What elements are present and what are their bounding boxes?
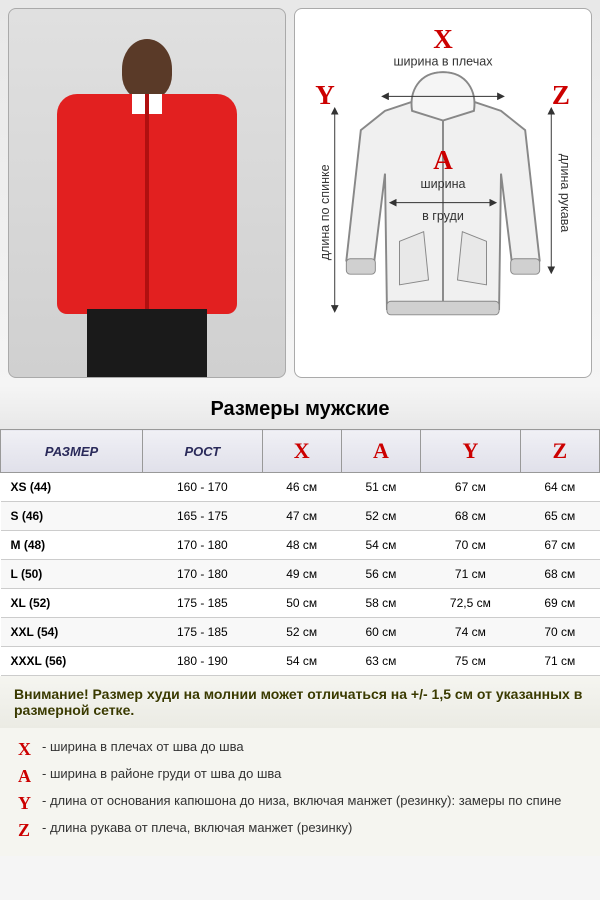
cell-size: XL (52): [1, 589, 143, 618]
cell-height: 175 - 185: [143, 589, 263, 618]
legend: X - ширина в плечах от шва до шва A - ширин…: [0, 728, 600, 856]
hem: [387, 301, 499, 315]
diagram-svg: X ширина в плечах A ширина в груди Y дли…: [305, 19, 581, 367]
cell-height: 170 - 180: [143, 531, 263, 560]
z-label: длина рукава: [558, 154, 572, 232]
legend-row: X - ширина в плечах от шва до шва: [18, 736, 582, 763]
cell-z: 71 см: [520, 647, 599, 676]
section-title: Размеры мужские: [0, 386, 600, 429]
cell-x: 52 см: [262, 618, 341, 647]
warning-text: Внимание! Размер худи на молнии может от…: [0, 676, 600, 728]
cell-y: 70 см: [421, 531, 521, 560]
legend-text: - длина от основания капюшона до низа, в…: [42, 793, 582, 810]
cell-y: 74 см: [421, 618, 521, 647]
x-letter: X: [433, 24, 453, 54]
table-row: S (46)165 - 17547 см52 см68 см65 см: [1, 502, 600, 531]
y-letter: Y: [315, 80, 335, 110]
cell-a: 60 см: [341, 618, 420, 647]
cell-y: 71 см: [421, 560, 521, 589]
cell-y: 72,5 см: [421, 589, 521, 618]
y-label: длина по спинке: [318, 164, 332, 260]
cell-z: 67 см: [520, 531, 599, 560]
cell-size: XXXL (56): [1, 647, 143, 676]
cell-x: 48 см: [262, 531, 341, 560]
cell-size: S (46): [1, 502, 143, 531]
cell-height: 165 - 175: [143, 502, 263, 531]
cell-z: 69 см: [520, 589, 599, 618]
cell-a: 56 см: [341, 560, 420, 589]
cell-x: 54 см: [262, 647, 341, 676]
a-letter: A: [433, 145, 453, 175]
cell-height: 175 - 185: [143, 618, 263, 647]
cell-size: L (50): [1, 560, 143, 589]
cell-y: 67 см: [421, 473, 521, 502]
model-head: [122, 39, 172, 99]
table-row: XS (44)160 - 17046 см51 см67 см64 см: [1, 473, 600, 502]
legend-text: - ширина в районе груди от шва до шва: [42, 766, 582, 783]
table-header-row: РАЗМЕР РОСТ X A Y Z: [1, 430, 600, 473]
model-zipper: [145, 94, 149, 314]
right-cuff: [511, 259, 540, 274]
th-a: A: [341, 430, 420, 473]
cell-a: 52 см: [341, 502, 420, 531]
cell-x: 49 см: [262, 560, 341, 589]
cell-z: 64 см: [520, 473, 599, 502]
product-photo: [8, 8, 286, 378]
th-z: Z: [520, 430, 599, 473]
cell-a: 63 см: [341, 647, 420, 676]
cell-x: 47 см: [262, 502, 341, 531]
left-cuff: [346, 259, 375, 274]
table-row: M (48)170 - 18048 см54 см70 см67 см: [1, 531, 600, 560]
legend-text: - ширина в плечах от шва до шва: [42, 739, 582, 756]
legend-row: A - ширина в районе груди от шва до шва: [18, 763, 582, 790]
top-image-row: X ширина в плечах A ширина в груди Y дли…: [0, 0, 600, 386]
x-label: ширина в плечах: [393, 54, 493, 68]
left-pocket: [400, 232, 429, 285]
cell-size: XXL (54): [1, 618, 143, 647]
cell-z: 65 см: [520, 502, 599, 531]
cell-size: M (48): [1, 531, 143, 560]
cell-y: 68 см: [421, 502, 521, 531]
legend-text: - длина рукава от плеча, включая манжет …: [42, 820, 582, 837]
th-height: РОСТ: [143, 430, 263, 473]
right-pocket: [458, 232, 487, 285]
cell-x: 50 см: [262, 589, 341, 618]
cell-size: XS (44): [1, 473, 143, 502]
th-size: РАЗМЕР: [1, 430, 143, 473]
cell-z: 70 см: [520, 618, 599, 647]
z-letter: Z: [552, 80, 570, 110]
size-table: РАЗМЕР РОСТ X A Y Z XS (44)160 - 17046 с…: [0, 429, 600, 676]
table-row: XXL (54)175 - 18552 см60 см74 см70 см: [1, 618, 600, 647]
legend-letter: Z: [18, 820, 36, 841]
legend-row: Y - длина от основания капюшона до низа, …: [18, 790, 582, 817]
table-row: XXXL (56)180 - 19054 см63 см75 см71 см: [1, 647, 600, 676]
cell-height: 170 - 180: [143, 560, 263, 589]
a-label-1: ширина: [421, 177, 466, 191]
th-y: Y: [421, 430, 521, 473]
size-diagram: X ширина в плечах A ширина в груди Y дли…: [294, 8, 592, 378]
th-x: X: [262, 430, 341, 473]
cell-height: 180 - 190: [143, 647, 263, 676]
cell-y: 75 см: [421, 647, 521, 676]
legend-letter: Y: [18, 793, 36, 814]
cell-a: 54 см: [341, 531, 420, 560]
legend-letter: A: [18, 766, 36, 787]
cell-height: 160 - 170: [143, 473, 263, 502]
table-row: L (50)170 - 18049 см56 см71 см68 см: [1, 560, 600, 589]
cell-z: 68 см: [520, 560, 599, 589]
legend-letter: X: [18, 739, 36, 760]
model-pants: [87, 309, 207, 378]
a-label-2: в груди: [422, 209, 464, 223]
table-row: XL (52)175 - 18550 см58 см72,5 см69 см: [1, 589, 600, 618]
cell-a: 58 см: [341, 589, 420, 618]
cell-x: 46 см: [262, 473, 341, 502]
cell-a: 51 см: [341, 473, 420, 502]
legend-row: Z - длина рукава от плеча, включая манжет…: [18, 817, 582, 844]
